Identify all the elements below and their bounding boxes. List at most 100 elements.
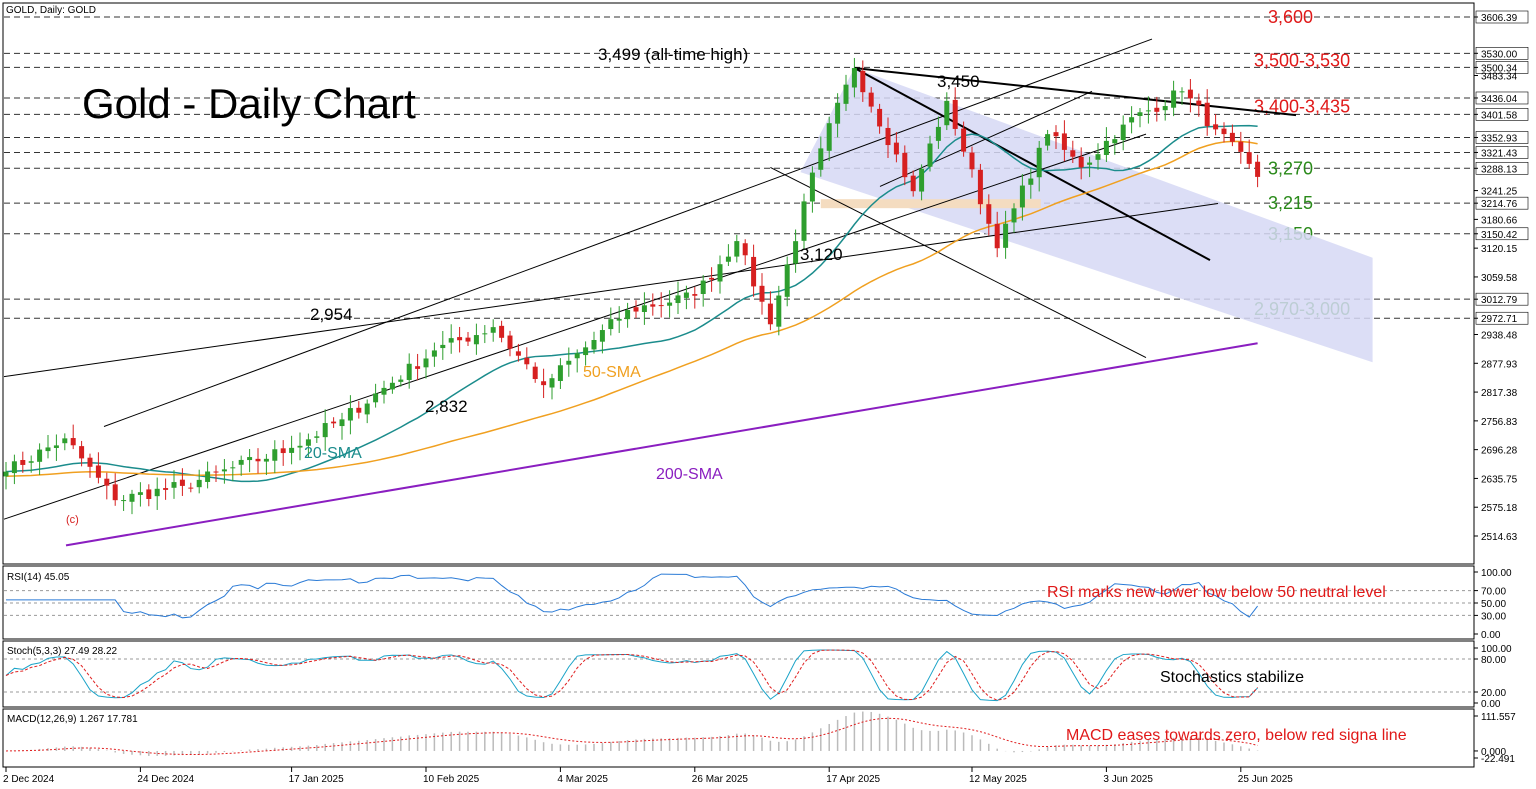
sma20-line — [5, 124, 1258, 483]
rising-channel-lower — [3, 133, 1147, 520]
price-tick-label: 2972.71 — [1481, 314, 1518, 325]
date-tick-label: 17 Apr 2025 — [826, 774, 880, 785]
candle-body — [776, 295, 782, 327]
candle-body — [877, 108, 883, 127]
candle-body — [1078, 156, 1084, 168]
stoch-tick-label: 80.00 — [1481, 655, 1506, 666]
candle-body — [1221, 128, 1227, 135]
candle-body — [583, 347, 589, 356]
candle-body — [129, 493, 135, 502]
candle-body — [331, 421, 337, 424]
candle-body — [457, 337, 463, 341]
candle-body — [557, 365, 563, 381]
candle-body — [305, 439, 311, 446]
stoch-panel-frame — [2, 640, 1475, 708]
candle-body — [381, 387, 387, 395]
symbol-label: GOLD, Daily: GOLD — [6, 5, 96, 16]
candle-body — [784, 264, 790, 297]
candle-body — [994, 223, 1000, 249]
candle-body — [440, 344, 446, 349]
candle-body — [1036, 147, 1042, 178]
candle-body — [767, 303, 773, 325]
price-tick-label: 3214.76 — [1481, 199, 1518, 210]
price-tick-label: 3241.25 — [1481, 187, 1518, 198]
price-tick-label: 3436.04 — [1481, 94, 1518, 105]
candle-body — [515, 351, 521, 356]
candle-body — [423, 358, 429, 368]
candle-body — [431, 350, 437, 357]
candle-body — [373, 393, 379, 403]
price-tick-label: 3120.15 — [1481, 244, 1518, 255]
candle-body — [709, 277, 715, 280]
candle-body — [448, 338, 454, 343]
candle-body — [499, 325, 505, 338]
price-tick-label: 3483.34 — [1481, 71, 1518, 82]
ath-annotation: 3,499 (all-time high) — [598, 45, 748, 64]
candle-body — [1246, 152, 1252, 164]
candle-body — [398, 379, 404, 382]
candle-body — [1061, 133, 1067, 150]
low-2832-annotation: 2,832 — [425, 397, 468, 416]
candle-body — [1171, 90, 1177, 108]
falling-channel-fill — [800, 68, 1373, 363]
candle-body — [28, 461, 34, 463]
price-tick-label: 3180.66 — [1481, 215, 1518, 226]
high-3450-annotation: 3,450 — [937, 72, 980, 91]
candle-body — [37, 449, 43, 462]
candle-body — [11, 461, 17, 474]
sma50-label: 50-SMA — [583, 364, 641, 381]
candle-body — [1238, 141, 1244, 152]
candle-body — [179, 479, 185, 486]
rsi-tick-label: 100.00 — [1481, 568, 1512, 579]
candle-body — [163, 488, 169, 490]
rsi-tick-label: 70.00 — [1481, 587, 1506, 598]
candle-body — [213, 471, 219, 473]
price-tick-label: 2696.28 — [1481, 446, 1518, 457]
candle-body — [986, 204, 992, 224]
candle-body — [154, 488, 160, 497]
date-tick-label: 3 Jun 2025 — [1103, 774, 1153, 785]
candle-body — [79, 446, 85, 459]
price-tick-label: 3012.79 — [1481, 295, 1518, 306]
price-tick-label: 2938.48 — [1481, 331, 1518, 342]
candle-body — [591, 339, 597, 350]
price-tick-label: 3321.43 — [1481, 148, 1518, 159]
candle-body — [826, 123, 832, 151]
candle-body — [146, 489, 152, 499]
candle-body — [725, 256, 731, 262]
candle-body — [1028, 178, 1034, 185]
wave-c-annotation: (c) — [66, 514, 79, 526]
price-tick-label: 2575.18 — [1481, 503, 1518, 514]
candle-body — [1019, 185, 1025, 208]
sma200-line — [65, 342, 1258, 547]
candle-body — [524, 357, 530, 365]
price-tick-label: 3500.34 — [1481, 63, 1518, 74]
stoch-tick-label: 0.00 — [1481, 699, 1501, 710]
candle-body — [465, 337, 471, 342]
stoch-tick-label: 100.00 — [1481, 644, 1512, 655]
candle-body — [1204, 102, 1210, 127]
macd-tick-label: 111.557 — [1481, 712, 1516, 723]
candle-body — [952, 99, 958, 129]
rising-channel-upper — [103, 38, 1153, 427]
candle-body — [734, 241, 740, 257]
low-3120-annotation: 3,120 — [800, 245, 843, 264]
price-tick-label: 3606.39 — [1481, 13, 1518, 24]
price-tick-label: 3288.13 — [1481, 164, 1518, 175]
falling-trendline — [853, 67, 1211, 261]
candle-body — [238, 459, 244, 465]
date-tick-label: 4 Mar 2025 — [557, 774, 608, 785]
candle-body — [347, 408, 353, 421]
price-tick-label: 3401.58 — [1481, 110, 1518, 121]
candle-body — [742, 243, 748, 256]
candle-body — [1011, 208, 1017, 223]
level-label: 3,270 — [1268, 158, 1313, 178]
sma200-label: 200-SMA — [656, 466, 723, 483]
price-tick-label: 2514.63 — [1481, 532, 1518, 543]
candle-body — [927, 143, 933, 167]
candle-body — [1179, 91, 1185, 93]
candle-body — [851, 68, 857, 88]
candle-body — [599, 330, 605, 342]
candle-body — [415, 366, 421, 369]
candle-body — [1154, 107, 1160, 112]
